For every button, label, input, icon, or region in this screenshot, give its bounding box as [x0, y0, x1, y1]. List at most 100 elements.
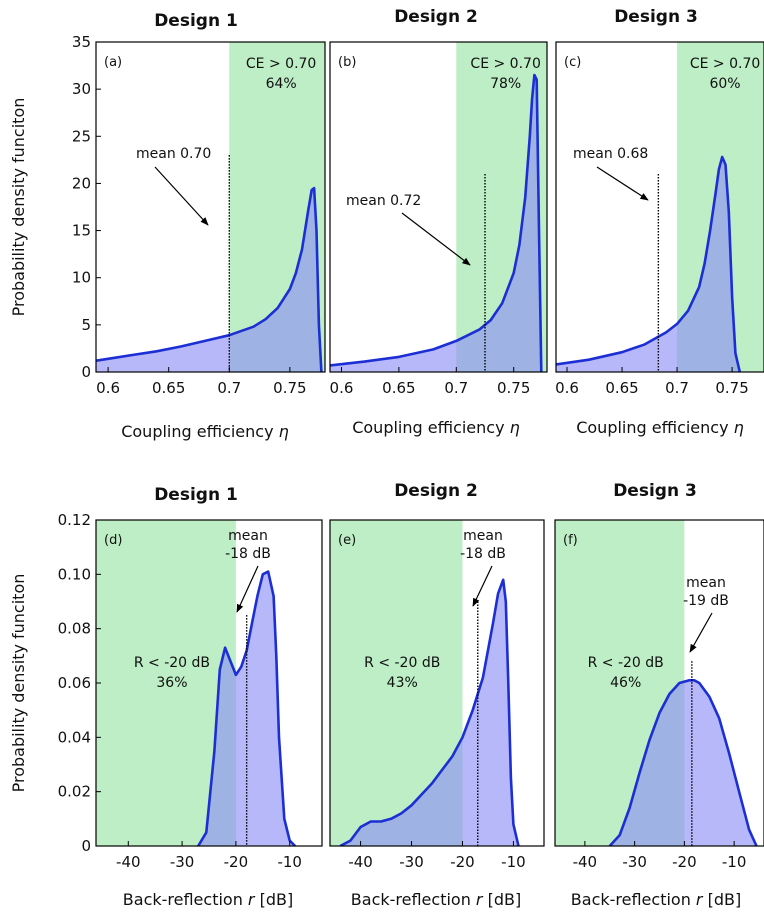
panel-title: Design 1	[154, 485, 238, 505]
x-tick-label: 0.6	[96, 379, 120, 397]
region-percent: 64%	[266, 76, 297, 92]
region-percent: 43%	[387, 675, 418, 691]
x-tick-label: 0.7	[217, 379, 241, 397]
panel-title: Design 3	[613, 481, 697, 501]
x-tick-label: 0.75	[715, 379, 748, 397]
panel-title: Design 2	[394, 7, 478, 27]
mean-label: mean 0.70	[136, 146, 211, 162]
y-tick-label: 0	[81, 363, 91, 381]
series-line-f	[608, 679, 758, 846]
x-tick-label: -20	[224, 853, 249, 871]
panel-title: Design 1	[154, 11, 238, 31]
mean-arrow	[401, 212, 471, 266]
axes-frame-b	[329, 41, 548, 373]
axes-frame-a	[95, 41, 326, 373]
mean-arrow	[236, 565, 259, 613]
y-tick-label: 35	[72, 33, 91, 51]
region-label: CE > 0.70	[246, 56, 316, 72]
series-line-c	[556, 155, 742, 372]
y-tick-label: 10	[72, 269, 91, 287]
panel-title: Design 3	[614, 7, 698, 27]
y-tick-label: 5	[81, 316, 91, 334]
x-axis-label: Coupling efficiency η	[121, 422, 289, 441]
panel-label: (e)	[338, 533, 356, 548]
y-tick-label: 0.02	[58, 783, 91, 801]
x-tick-label: 0.65	[382, 379, 415, 397]
region-label: R < -20 dB	[134, 655, 210, 671]
area-a	[96, 188, 322, 372]
mean-label: mean	[228, 528, 268, 544]
panel-f: -40 -30 -20 -10 Design 3 Back-reflection r [d…	[554, 481, 764, 909]
y-tick-label: 0.06	[58, 674, 91, 692]
x-axis-label: Coupling efficiency η	[352, 418, 520, 437]
x-axis-label: Coupling efficiency η	[576, 418, 744, 437]
x-tick-label: -20	[672, 853, 697, 871]
panel-label: (d)	[104, 533, 122, 548]
mean-label: mean 0.72	[346, 193, 421, 209]
x-axis-label: Back-reflection r [dB]	[351, 890, 521, 909]
area-c	[556, 157, 740, 372]
mean-arrow	[596, 166, 649, 201]
area-e	[340, 579, 519, 846]
x-tick-label: 0.65	[605, 379, 638, 397]
y-tick-label: 0	[81, 837, 91, 855]
area-b	[330, 75, 542, 372]
x-tick-label: -30	[622, 853, 647, 871]
panel-a: 0.6 0.65 0.7 0.75 0 5 10 15 20 25 30 35 Probability …	[9, 11, 326, 441]
y-tick-label: 15	[72, 222, 91, 240]
series-line-e	[339, 578, 520, 846]
axes-frame-f	[554, 519, 764, 847]
series-line-b	[330, 73, 543, 372]
x-tick-label: 0.75	[497, 379, 530, 397]
region-percent: 60%	[709, 76, 740, 92]
y-tick-label: 30	[72, 80, 91, 98]
panel-label: (b)	[338, 55, 356, 70]
y-axis-label: Probability density funciton	[9, 574, 28, 793]
axes-frame-e	[329, 519, 545, 847]
mean-arrow	[154, 166, 209, 226]
x-tick-label: -40	[573, 853, 598, 871]
x-tick-label: -20	[450, 853, 475, 871]
x-tick-label: -40	[348, 853, 373, 871]
y-tick-label: 20	[72, 174, 91, 192]
x-tick-label: -10	[277, 853, 302, 871]
mean-value-label: -19 dB	[683, 593, 729, 609]
x-tick-label: -10	[501, 853, 526, 871]
x-tick-label: -30	[399, 853, 424, 871]
series-line-d	[197, 570, 297, 846]
y-tick-label: 0.12	[58, 511, 91, 529]
y-tick-label: 25	[72, 127, 91, 145]
mean-label: mean 0.68	[573, 146, 648, 162]
mean-arrow	[689, 612, 713, 653]
x-tick-label: 0.75	[273, 379, 306, 397]
x-tick-label: 0.7	[444, 379, 468, 397]
x-tick-label: 0.65	[152, 379, 185, 397]
panel-label: (f)	[563, 533, 578, 548]
y-tick-label: 0.08	[58, 620, 91, 638]
region-label: R < -20 dB	[364, 655, 440, 671]
panel-c: 0.6 0.65 0.7 0.75 Design 3 Coupling efficienc…	[555, 7, 764, 437]
mean-value-label: -18 dB	[225, 546, 271, 562]
x-tick-label: 0.6	[330, 379, 354, 397]
panel-label: (a)	[104, 55, 122, 70]
y-tick-label: 0.10	[58, 565, 91, 583]
series-line-a	[96, 186, 323, 372]
x-tick-label: 0.7	[665, 379, 689, 397]
panel-d: -40 -30 -20 -10 0 0.02 0.04 0.06 0.08 0.10 0.12 Pro…	[9, 485, 323, 909]
panel-title: Design 2	[394, 481, 478, 501]
y-axis-label: Probability density funciton	[9, 98, 28, 317]
region-label: CE > 0.70	[690, 56, 760, 72]
mean-arrow	[472, 565, 493, 607]
region-label: R < -20 dB	[588, 655, 664, 671]
mean-label: mean	[463, 528, 503, 544]
region-label: CE > 0.70	[470, 56, 540, 72]
panel-e: -40 -30 -20 -10 Design 2 Back-reflection r [d…	[329, 481, 545, 909]
region-percent: 78%	[490, 76, 521, 92]
x-tick-label: -10	[722, 853, 747, 871]
mean-value-label: -18 dB	[460, 546, 506, 562]
region-percent: 46%	[610, 675, 641, 691]
axes-frame-c	[555, 41, 764, 373]
x-axis-label: Back-reflection r [dB]	[123, 890, 293, 909]
panel-label: (c)	[564, 55, 581, 70]
x-tick-label: 0.6	[555, 379, 579, 397]
